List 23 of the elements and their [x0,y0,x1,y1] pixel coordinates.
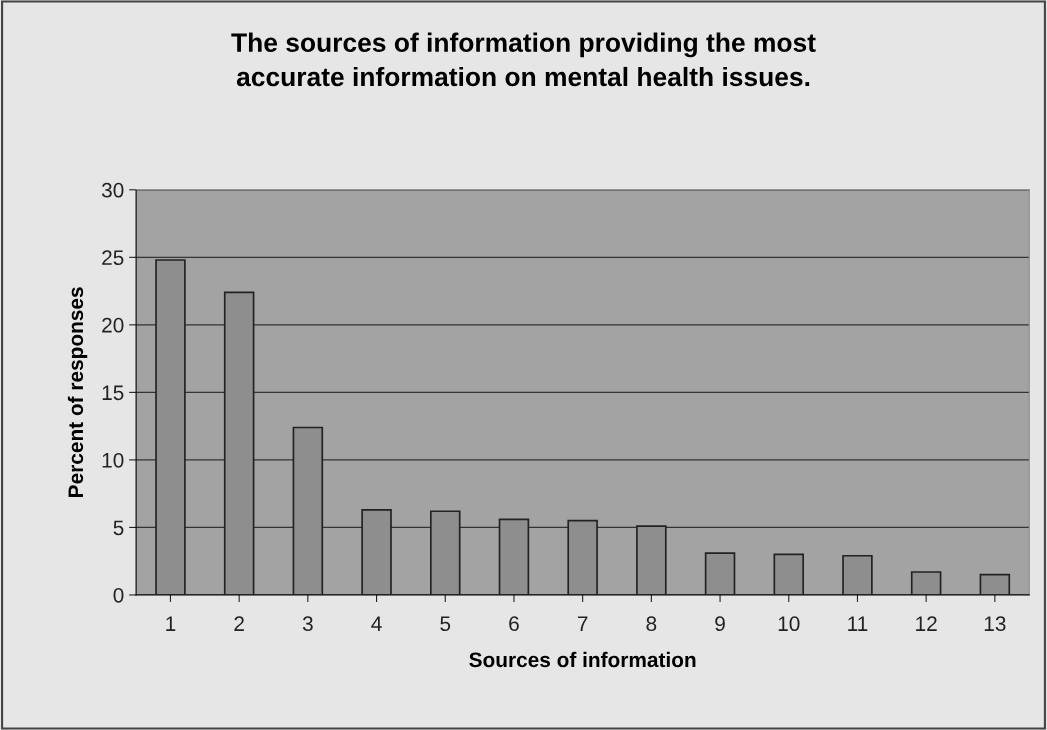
x-tick-label: 1 [166,616,176,631]
x-tick-label: 9 [715,616,725,632]
x-tick-label: 3 [302,616,313,632]
y-tick-label: 5 [113,520,124,536]
x-tick-label: 8 [646,616,657,632]
y-tick-label: 10 [102,452,124,468]
y-tick-label: 25 [102,250,124,266]
y-tick-label: 20 [102,317,124,333]
x-tick-label: 5 [440,616,451,632]
x-tick-label: 13 [984,616,1006,632]
x-tick-label: 11 [848,616,868,631]
chart-title: The sources of information providing the most accurate information on mental health issues. [231,32,816,87]
x-tick-label: 10 [778,616,800,632]
y-tick-label: 15 [102,385,124,401]
y-tick-label: 0 [113,587,124,603]
x-tick-label: 2 [234,616,244,631]
x-tick-label: 4 [371,616,382,631]
y-axis-title: Percent of responses [67,287,88,497]
y-tick-label: 30 [101,182,124,198]
x-tick-label: 12 [916,616,937,631]
x-tick-label: 6 [509,616,519,632]
x-tick-label: 7 [577,616,588,631]
x-axis-title: Sources of information [469,651,696,668]
